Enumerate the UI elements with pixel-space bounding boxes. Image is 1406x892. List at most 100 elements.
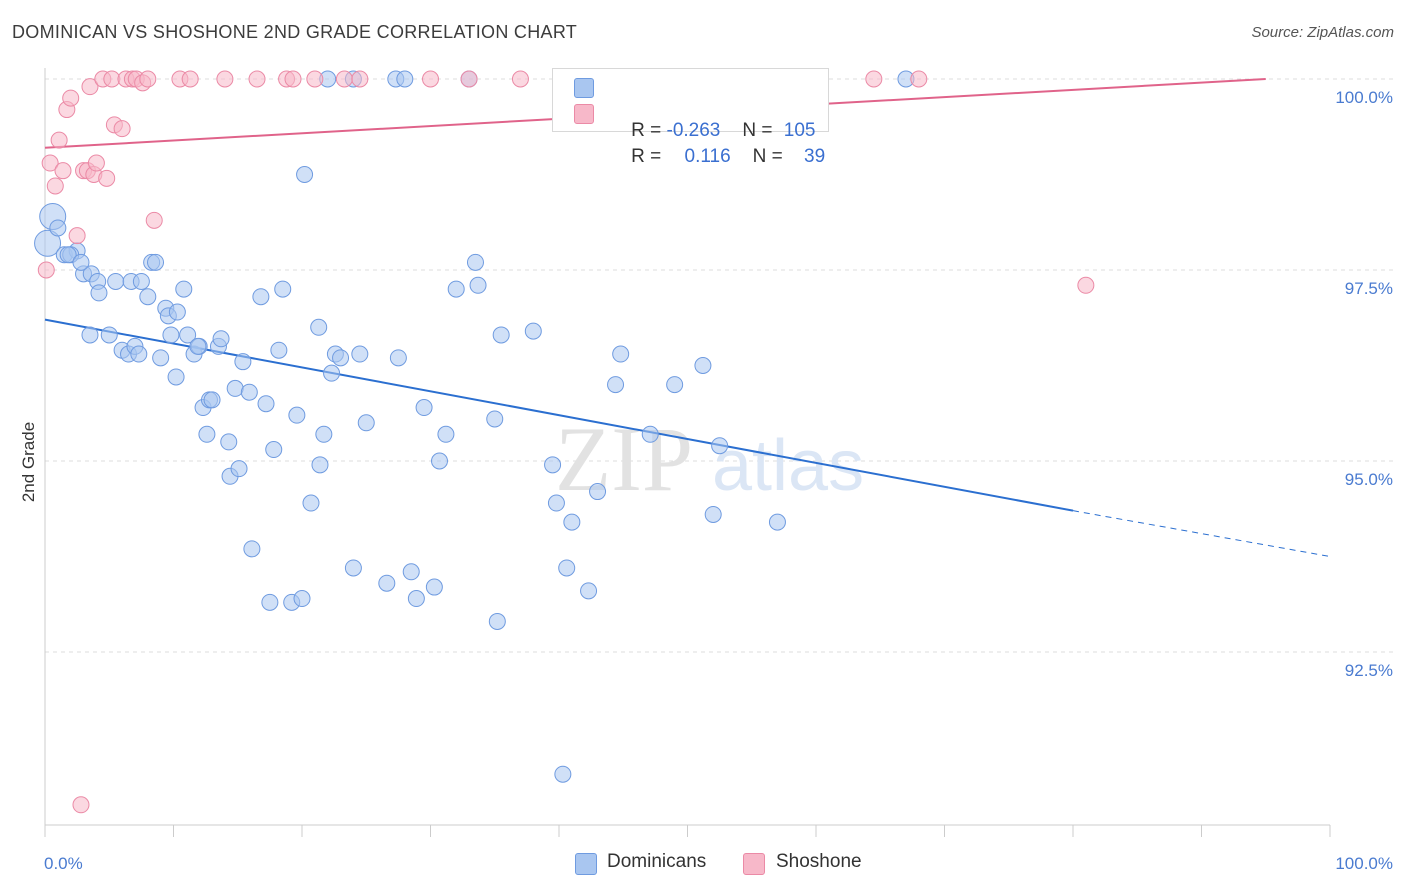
data-point [274, 280, 292, 298]
data-point [580, 582, 598, 600]
bottom-legend-shoshone: Shoshone [776, 851, 862, 872]
data-point [389, 349, 407, 367]
data-point [162, 326, 180, 344]
data-point [81, 78, 99, 96]
legend-r-label: R = [631, 120, 667, 141]
bottom-legend-swatch-dominicans [575, 853, 597, 875]
data-point [563, 513, 581, 531]
data-point [357, 414, 375, 432]
data-point [72, 796, 90, 814]
data-point [296, 166, 314, 183]
data-point [332, 349, 350, 367]
data-point [666, 376, 684, 394]
legend-row-dominicans: R = -0.263 N = 105 [574, 76, 815, 141]
data-point [335, 70, 353, 88]
x-tick-label: 100.0% [1335, 854, 1393, 873]
data-point [865, 70, 883, 88]
data-point [293, 590, 311, 608]
data-point [612, 345, 630, 363]
data-point [554, 765, 572, 783]
y-tick-label: 97.5% [1345, 279, 1393, 298]
data-point [704, 505, 722, 523]
data-point [407, 590, 425, 608]
data-point [72, 253, 90, 271]
data-point [100, 326, 118, 344]
data-point [351, 345, 369, 363]
data-point [694, 357, 712, 374]
data-point [175, 280, 193, 298]
data-point [284, 70, 302, 88]
data-point [351, 70, 369, 88]
watermark-atlas: atlas [712, 426, 864, 506]
data-point [252, 288, 270, 306]
data-point [49, 219, 67, 237]
data-point [430, 452, 448, 470]
data-point [181, 70, 199, 88]
bottom-legend-swatch-shoshone [743, 853, 765, 875]
data-point [107, 272, 125, 290]
data-point [415, 399, 433, 417]
data-point [189, 337, 207, 355]
data-point [139, 70, 157, 88]
data-point [492, 326, 510, 344]
data-point [234, 353, 252, 371]
data-point [50, 131, 68, 149]
data-point [240, 383, 258, 401]
watermark-zip: ZIP [555, 408, 693, 510]
data-point [216, 70, 234, 88]
data-point [378, 574, 396, 592]
data-point [270, 341, 288, 359]
data-point [641, 425, 659, 443]
legend-n-label: N = [752, 146, 789, 167]
data-point [306, 70, 324, 88]
data-point [589, 483, 607, 501]
bottom-legend-dominicans: Dominicans [607, 851, 707, 872]
data-point [81, 326, 99, 344]
data-point [220, 433, 238, 451]
data-point [226, 379, 244, 397]
correlation-legend: R = -0.263 N = 105 R = 0.116 N = 39 [552, 68, 829, 167]
legend-r-value-shoshone: 0.116 [684, 146, 731, 167]
data-point [37, 261, 55, 279]
data-point [212, 330, 230, 348]
data-point [469, 276, 487, 294]
data-point [466, 253, 484, 271]
data-point [179, 326, 197, 344]
data-point [230, 460, 248, 478]
data-point [323, 364, 341, 382]
data-point [203, 391, 221, 409]
legend-r-value-dominicans: -0.263 [666, 120, 721, 141]
data-point [198, 425, 216, 443]
y-tick-label: 95.0% [1345, 470, 1393, 489]
data-point [425, 578, 443, 596]
data-point [139, 288, 157, 306]
data-point [87, 154, 105, 172]
data-point [113, 120, 131, 138]
data-point [265, 441, 283, 459]
data-point [511, 70, 529, 88]
data-point [167, 368, 185, 386]
data-point [98, 169, 116, 187]
data-point [41, 154, 59, 172]
legend-swatch-dominicans [574, 78, 594, 98]
data-point [396, 70, 414, 88]
data-point [302, 494, 320, 512]
data-point [261, 593, 279, 611]
data-point [910, 70, 928, 88]
data-point [46, 177, 64, 195]
y-tick-label: 92.5% [1345, 661, 1393, 680]
y-tick-labels: 100.0% 97.5% 95.0% 92.5% [1335, 88, 1393, 680]
legend-n-value-shoshone: 39 [804, 146, 826, 167]
data-point [103, 70, 121, 88]
y-tick-label: 100.0% [1335, 88, 1393, 107]
x-tick-labels: 0.0% 100.0% [44, 854, 1393, 873]
data-point [311, 456, 329, 474]
data-point [152, 349, 170, 367]
data-point [145, 211, 163, 229]
data-point [486, 410, 504, 428]
data-point [168, 303, 186, 321]
data-point [524, 322, 542, 340]
data-point [768, 513, 786, 531]
data-point [130, 345, 148, 363]
